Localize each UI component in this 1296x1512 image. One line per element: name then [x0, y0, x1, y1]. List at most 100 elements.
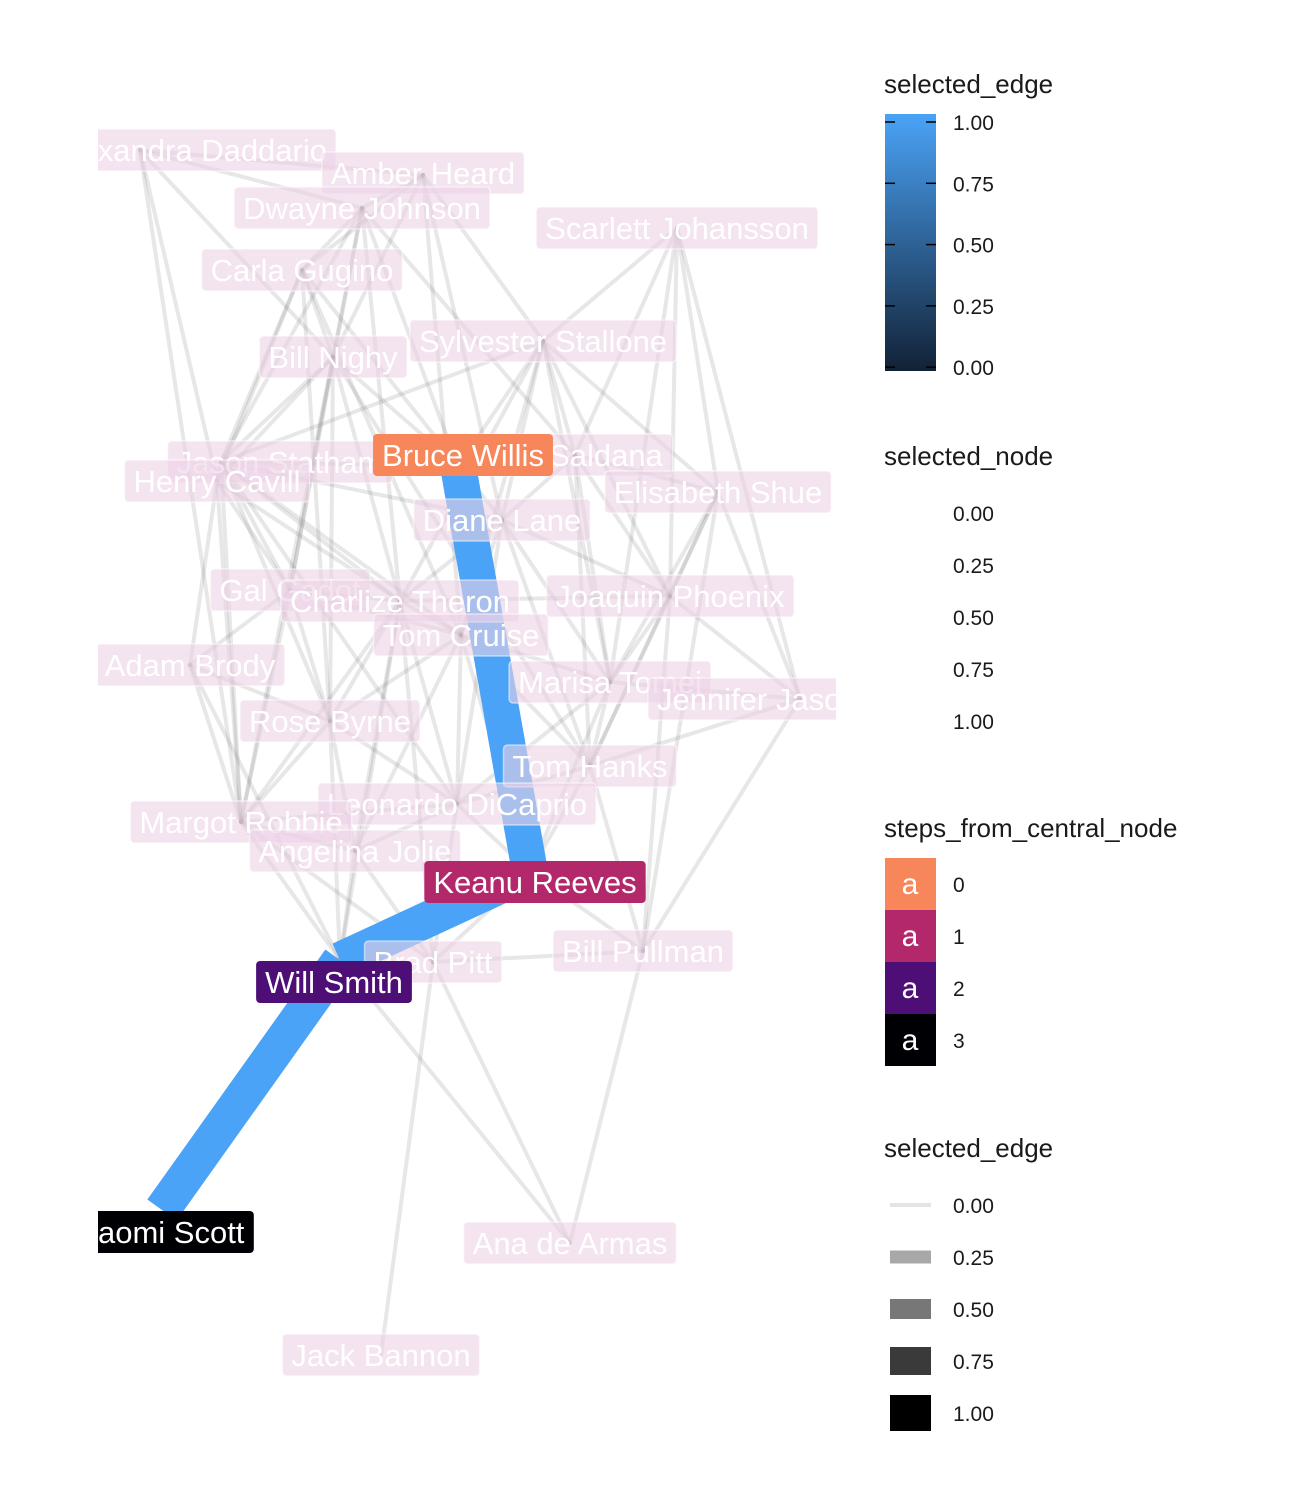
node-box — [372, 613, 550, 657]
node-box — [647, 677, 836, 721]
node-name: Sylvester Stallone — [419, 324, 667, 359]
legend-label: 0 — [953, 874, 965, 897]
graph-edge — [138, 148, 219, 483]
graph-edge — [188, 479, 219, 667]
node-box — [256, 961, 412, 1003]
colourbar-label: 0.00 — [953, 357, 994, 380]
node-label-naomi: Naomi Scott — [98, 1211, 254, 1253]
node-box — [281, 1333, 481, 1377]
node-label-joaquin: Joaquin Phoenix — [545, 574, 795, 618]
node-label-ana: Ana de Armas — [462, 1221, 678, 1265]
graph-edge — [338, 599, 402, 962]
node-box — [535, 206, 819, 250]
node-label-dwayne: Dwayne Johnson — [233, 186, 491, 230]
node-box — [462, 1221, 678, 1265]
node-box — [373, 434, 553, 476]
graph-edge — [675, 226, 802, 701]
node-box — [123, 459, 311, 503]
graph-edge — [338, 958, 572, 1245]
node-name: Elisabeth Shue — [614, 475, 823, 510]
legend-title: selected_node — [884, 441, 1053, 471]
legend-title: selected_edge — [884, 69, 1053, 99]
graph-edge — [675, 226, 720, 494]
legend-swatch-glyph: a — [902, 920, 919, 953]
node-label-amber: Amber Heard — [321, 151, 525, 195]
legend-label: 1.00 — [953, 711, 994, 734]
node-label-jack: Jack Bannon — [281, 1333, 481, 1377]
node-box — [233, 186, 491, 230]
node-box — [200, 248, 404, 292]
node-label-will: Will Smith — [256, 961, 412, 1003]
graph-edge — [219, 460, 243, 824]
node-box — [552, 929, 734, 973]
node-name: Alexandra Daddario — [53, 133, 327, 168]
node-name: Diane Lane — [423, 503, 582, 538]
node-name: Joaquin Phoenix — [555, 579, 785, 614]
node-name: Jack Bannon — [291, 1338, 470, 1373]
node-label-adam: Adam Brody — [98, 643, 286, 687]
graph-edge — [219, 460, 459, 806]
legend-label: 0.75 — [953, 1351, 994, 1374]
node-name: Keanu Reeves — [433, 865, 636, 900]
legend-swatch-glyph: a — [902, 868, 919, 901]
graph-edge — [421, 173, 463, 637]
graph-edge — [668, 226, 679, 598]
legend-swatch — [885, 962, 936, 1014]
legend-label: 0.00 — [953, 503, 994, 526]
legend-title: steps_from_central_node — [884, 813, 1177, 843]
node-box — [424, 861, 646, 903]
graph-edge — [188, 663, 243, 824]
node-name: Bill Nighy — [268, 340, 398, 375]
node-name: Jennifer Jason Leigh — [657, 682, 943, 717]
legend-label: 0.50 — [953, 607, 994, 630]
node-box — [98, 128, 337, 172]
graph-edge — [500, 339, 545, 522]
node-label-charlize: Charlize Theron — [280, 579, 520, 623]
legend-label: 1 — [953, 926, 965, 949]
legend-label: 3 — [953, 1030, 965, 1053]
node-name: Bill Pullman — [562, 934, 724, 969]
node-name: Amber Heard — [331, 156, 515, 191]
legend-width-key — [890, 1203, 931, 1207]
node-name: Rose Byrne — [249, 704, 411, 739]
legend-label: 0.25 — [953, 555, 994, 578]
legend-width-key — [890, 1299, 931, 1319]
legend-swatch-glyph: a — [902, 1024, 919, 1057]
node-label-angelina: Angelina Jolie — [248, 829, 462, 873]
node-label-tomc: Tom Cruise — [372, 613, 550, 657]
node-label-keanu: Keanu Reeves — [424, 861, 646, 903]
node-name: Carla Gugino — [211, 253, 394, 288]
graph-edge — [455, 633, 463, 806]
node-label-billp: Bill Pullman — [552, 929, 734, 973]
graph-edge — [379, 960, 435, 1357]
node-box — [98, 643, 286, 687]
graph-edge — [641, 490, 720, 953]
node-label-jennifer: Jennifer Jason Leigh — [647, 677, 943, 721]
node-label-leonardo: Leonardo DiCaprio — [317, 782, 597, 826]
node-box — [239, 699, 421, 743]
legend-swatch — [885, 910, 936, 962]
legend-selected-edge-colour: selected_edge 1.00 0.75 0.50 0.25 0.00 — [884, 69, 1053, 380]
colourbar-label: 0.75 — [953, 173, 994, 196]
node-name: Dwayne Johnson — [243, 191, 481, 226]
node-label-billn: Bill Nighy — [258, 335, 408, 379]
node-box — [412, 498, 592, 542]
legend-label: 0.50 — [953, 1299, 994, 1322]
legend-label: 2 — [953, 978, 965, 1001]
node-box — [603, 470, 833, 514]
node-name: Will Smith — [265, 965, 403, 1000]
colourbar-label: 0.50 — [953, 235, 994, 258]
legend-title: selected_edge — [884, 1133, 1053, 1163]
colourbar-label: 1.00 — [953, 112, 994, 135]
node-name: Scarlett Johansson — [545, 211, 809, 246]
node-name: Charlize Theron — [290, 584, 510, 619]
node-label-rose: Rose Byrne — [239, 699, 421, 743]
node-box — [98, 1211, 254, 1253]
node-label-carla: Carla Gugino — [200, 248, 404, 292]
node-box — [258, 335, 408, 379]
legend-label: 0.25 — [953, 1247, 994, 1270]
colourbar-ticks: 1.00 0.75 0.50 0.25 0.00 — [885, 112, 994, 380]
node-label-sylvester: Sylvester Stallone — [409, 319, 677, 363]
